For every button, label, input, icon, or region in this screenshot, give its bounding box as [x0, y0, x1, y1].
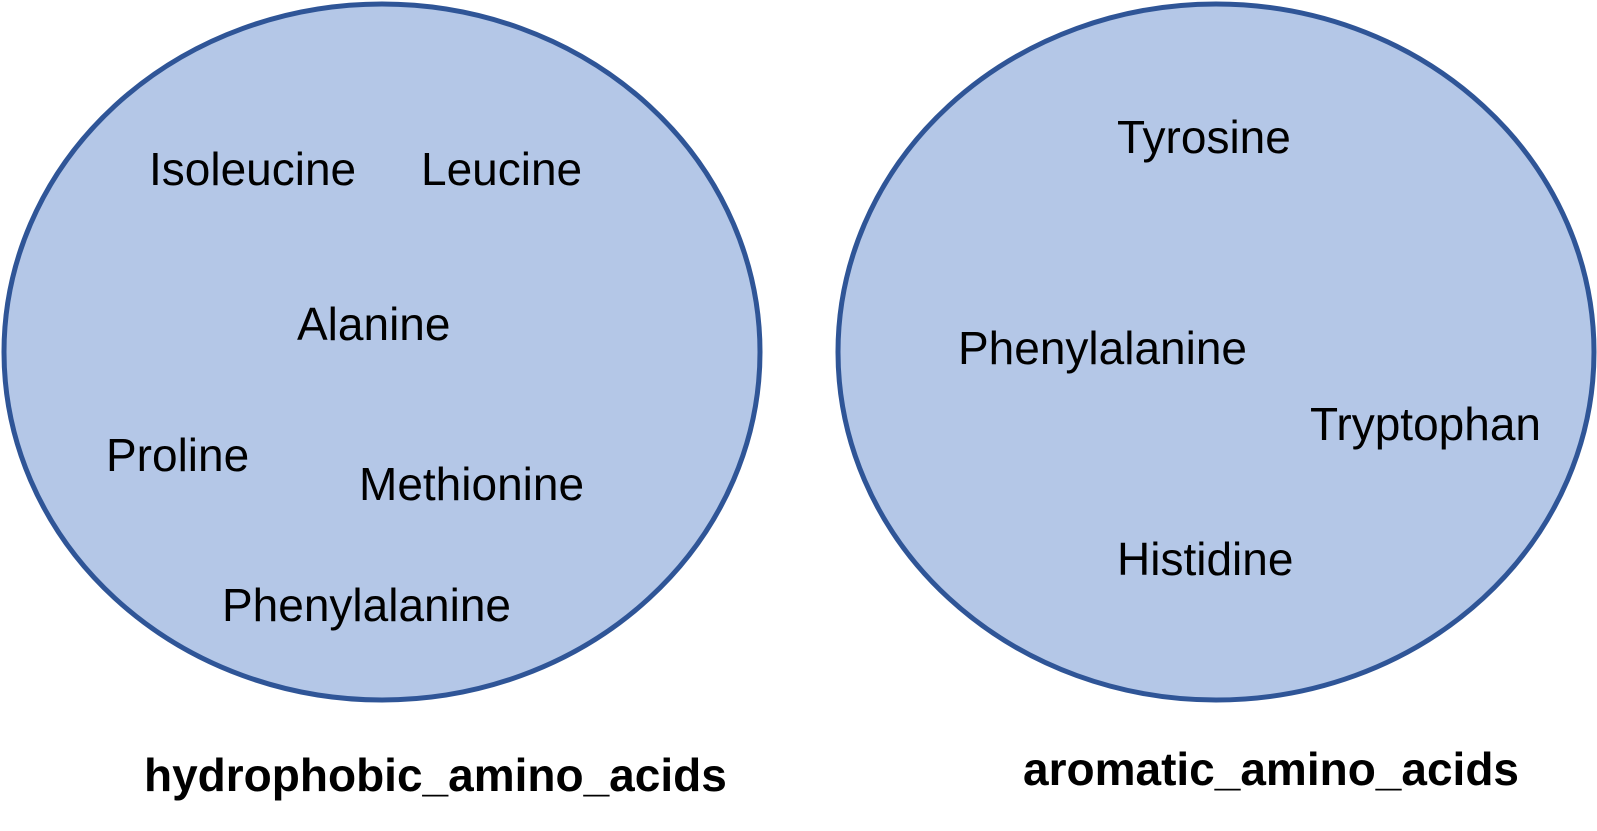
member-label: Histidine	[1117, 533, 1293, 585]
member-label: Proline	[106, 429, 249, 481]
set-ellipse-hydrophobic	[1, 1, 763, 703]
member-label: Alanine	[297, 298, 450, 350]
member-label: Leucine	[421, 143, 582, 195]
set-hydrophobic-amino-acids: Isoleucine Leucine Alanine Proline Methi…	[1, 1, 763, 801]
set-aromatic-amino-acids: Tyrosine Phenylalanine Tryptophan Histid…	[835, 1, 1597, 795]
set-label-aromatic: aromatic_amino_acids	[1023, 743, 1519, 795]
member-label: Tryptophan	[1310, 398, 1541, 450]
member-label: Phenylalanine	[222, 579, 511, 631]
member-label: Isoleucine	[149, 143, 356, 195]
member-label: Phenylalanine	[958, 322, 1247, 374]
member-label: Methionine	[359, 458, 584, 510]
set-ellipse-aromatic	[835, 1, 1597, 703]
set-label-hydrophobic: hydrophobic_amino_acids	[144, 749, 727, 801]
member-label: Tyrosine	[1117, 111, 1291, 163]
